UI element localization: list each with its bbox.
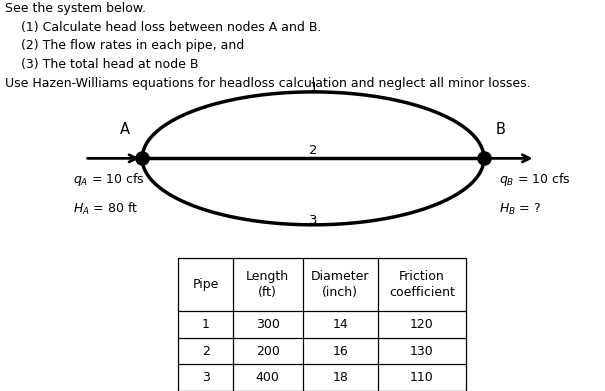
Text: $H_B$ = ?: $H_B$ = ? (499, 202, 541, 217)
Text: 18: 18 (332, 371, 348, 384)
Text: Length
(ft): Length (ft) (246, 270, 289, 299)
Text: 3: 3 (201, 371, 210, 384)
Text: (2) The flow rates in each pipe, and: (2) The flow rates in each pipe, and (5, 39, 244, 52)
Text: 3: 3 (309, 214, 318, 228)
Text: Friction
coefficient: Friction coefficient (389, 270, 455, 299)
Text: $q_B$ = 10 cfs: $q_B$ = 10 cfs (499, 171, 571, 188)
Text: Pipe: Pipe (192, 278, 219, 291)
Text: A: A (120, 122, 130, 136)
Text: 130: 130 (410, 344, 434, 358)
Text: Diameter
(inch): Diameter (inch) (311, 270, 370, 299)
Text: $q_A$ = 10 cfs: $q_A$ = 10 cfs (73, 171, 145, 188)
Text: 1: 1 (309, 81, 318, 95)
Text: (1) Calculate head loss between nodes A and B.: (1) Calculate head loss between nodes A … (5, 21, 321, 34)
Point (137, 155, 147, 161)
Text: Use Hazen-Williams equations for headloss calculation and neglect all minor loss: Use Hazen-Williams equations for headlos… (5, 77, 531, 90)
Text: 14: 14 (332, 318, 348, 331)
Text: (3) The total head at node B: (3) The total head at node B (5, 58, 198, 71)
Text: 1: 1 (201, 318, 210, 331)
Text: 2: 2 (309, 144, 318, 157)
Text: 120: 120 (410, 318, 434, 331)
Bar (178, 258, 466, 391)
Text: 300: 300 (256, 318, 280, 331)
Text: 16: 16 (332, 344, 348, 358)
Text: 110: 110 (410, 371, 434, 384)
Text: B: B (496, 122, 506, 136)
Text: 400: 400 (256, 371, 280, 384)
Point (479, 155, 489, 161)
Text: $H_A$ = 80 ft: $H_A$ = 80 ft (73, 201, 138, 217)
Text: 2: 2 (201, 344, 210, 358)
Text: See the system below.: See the system below. (5, 2, 146, 15)
Text: 200: 200 (256, 344, 280, 358)
